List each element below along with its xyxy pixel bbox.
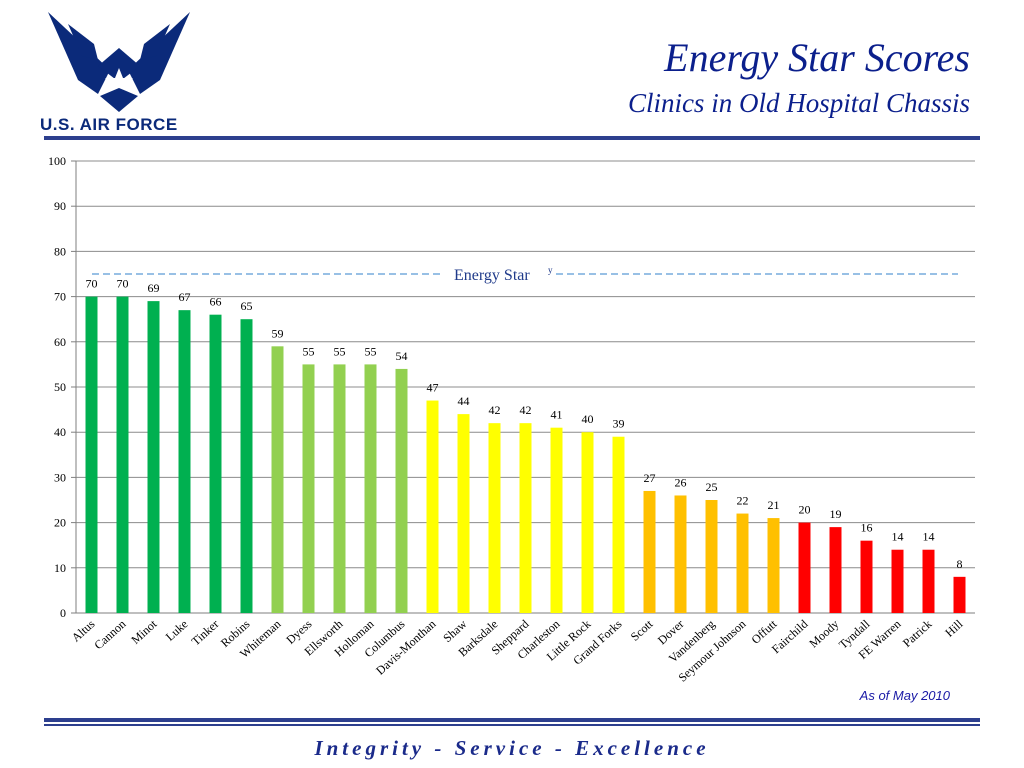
data-label: 8 [957, 557, 963, 571]
data-label: 19 [830, 507, 842, 521]
data-label: 25 [706, 480, 718, 494]
data-label: 55 [365, 344, 377, 358]
air-force-wings-icon [48, 12, 190, 112]
data-label: 26 [675, 475, 687, 489]
bar [705, 500, 718, 613]
data-label: 55 [303, 344, 315, 358]
bar [271, 346, 284, 613]
data-label: 47 [427, 381, 439, 395]
y-tick-label: 60 [54, 335, 66, 349]
bar [581, 432, 594, 613]
x-tick-label: Patrick [900, 617, 935, 650]
footer-divider-thin [44, 724, 980, 726]
bar [488, 423, 501, 613]
bar [426, 400, 439, 613]
data-label: 21 [768, 498, 780, 512]
bar [891, 549, 904, 613]
data-label: 16 [861, 521, 873, 535]
y-tick-label: 70 [54, 290, 66, 304]
x-tick-label: Hill [942, 616, 966, 639]
bar [922, 549, 935, 613]
bar [209, 314, 222, 613]
bar [860, 540, 873, 613]
x-tick-label: Minot [128, 616, 160, 646]
bar [674, 495, 687, 613]
y-tick-label: 90 [54, 199, 66, 213]
data-label: 27 [644, 471, 656, 485]
x-tick-label: Moody [806, 617, 841, 651]
bar [457, 414, 470, 613]
energy-star-superscript: y [548, 265, 553, 275]
bar [178, 310, 191, 613]
logo-text: U.S. AIR FORCE [40, 115, 178, 134]
data-label: 42 [520, 403, 532, 417]
bar [333, 364, 346, 613]
bar [953, 576, 966, 613]
y-tick-label: 100 [48, 154, 66, 168]
data-label: 20 [799, 503, 811, 517]
data-label: 54 [396, 349, 408, 363]
footer-divider [44, 718, 980, 722]
y-tick-label: 40 [54, 425, 66, 439]
bar [829, 527, 842, 613]
data-label: 67 [179, 290, 191, 304]
air-force-logo [38, 8, 200, 134]
y-tick-label: 0 [60, 606, 66, 620]
data-label: 40 [582, 412, 594, 426]
data-label: 69 [148, 281, 160, 295]
data-label: 70 [117, 277, 129, 291]
x-tick-label: Tinker [189, 617, 222, 649]
header-divider [44, 136, 980, 140]
energy-star-label: Energy Star [454, 267, 530, 284]
bar [736, 513, 749, 613]
y-tick-label: 10 [54, 561, 66, 575]
page-subtitle: Clinics in Old Hospital Chassis [627, 88, 970, 118]
bar [767, 518, 780, 613]
bar [302, 364, 315, 613]
motto: Integrity - Service - Excellence [314, 736, 710, 760]
bar [395, 368, 408, 613]
bar [116, 296, 129, 613]
as-of-date: As of May 2010 [859, 688, 950, 703]
x-tick-label: Scott [628, 616, 656, 643]
bar [612, 436, 625, 613]
bar [147, 301, 160, 613]
data-label: 44 [458, 394, 470, 408]
bar [240, 319, 253, 613]
bar [643, 490, 656, 613]
page-title: Energy Star Scores [664, 35, 970, 80]
data-label: 14 [923, 530, 935, 544]
data-label: 41 [551, 408, 563, 422]
bar [550, 427, 563, 613]
y-tick-label: 30 [54, 470, 66, 484]
bar [519, 423, 532, 613]
data-label: 55 [334, 344, 346, 358]
data-label: 42 [489, 403, 501, 417]
data-label: 14 [892, 530, 904, 544]
energy-star-chart: 0 10 20 30 40 50 60 70 80 90 100 70 70 69 67 66 65 59 55 5… [48, 154, 975, 685]
y-tick-label: 50 [54, 380, 66, 394]
data-label: 39 [613, 417, 625, 431]
bar [798, 522, 811, 613]
y-tick-label: 20 [54, 516, 66, 530]
x-tick-label: Luke [163, 617, 191, 644]
x-tick-label: Cannon [91, 617, 128, 652]
data-label: 59 [272, 326, 284, 340]
data-label: 65 [241, 299, 253, 313]
y-tick-label: 80 [54, 244, 66, 258]
bar [364, 364, 377, 613]
bar [85, 296, 98, 613]
data-label: 66 [210, 295, 222, 309]
data-label: 70 [86, 277, 98, 291]
data-label: 22 [737, 494, 749, 508]
